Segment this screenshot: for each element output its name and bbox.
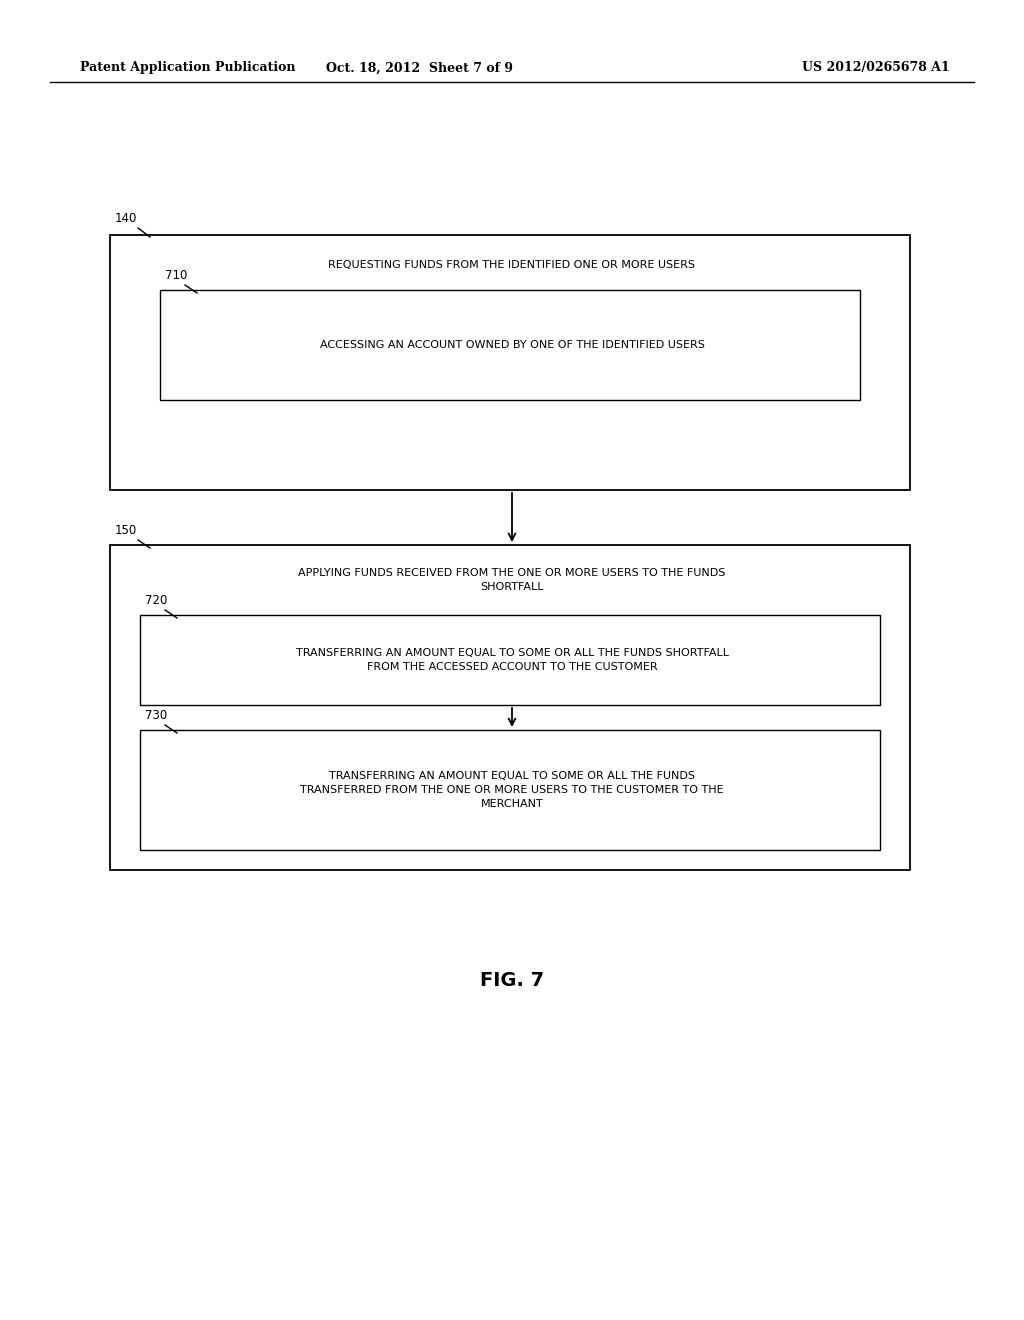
Text: REQUESTING FUNDS FROM THE IDENTIFIED ONE OR MORE USERS: REQUESTING FUNDS FROM THE IDENTIFIED ONE…	[329, 260, 695, 271]
Text: 150: 150	[115, 524, 137, 537]
Text: US 2012/0265678 A1: US 2012/0265678 A1	[802, 62, 950, 74]
Text: 730: 730	[145, 709, 167, 722]
Text: Oct. 18, 2012  Sheet 7 of 9: Oct. 18, 2012 Sheet 7 of 9	[327, 62, 513, 74]
Text: ACCESSING AN ACCOUNT OWNED BY ONE OF THE IDENTIFIED USERS: ACCESSING AN ACCOUNT OWNED BY ONE OF THE…	[319, 341, 705, 350]
Bar	[110, 235, 910, 490]
Text: 140: 140	[115, 213, 137, 224]
Text: TRANSFERRING AN AMOUNT EQUAL TO SOME OR ALL THE FUNDS
TRANSFERRED FROM THE ONE O: TRANSFERRING AN AMOUNT EQUAL TO SOME OR …	[300, 771, 724, 809]
Text: Patent Application Publication: Patent Application Publication	[80, 62, 296, 74]
Text: 710: 710	[165, 269, 187, 282]
Bar	[140, 615, 880, 705]
Bar	[160, 290, 860, 400]
Bar	[140, 730, 880, 850]
Text: APPLYING FUNDS RECEIVED FROM THE ONE OR MORE USERS TO THE FUNDS
SHORTFALL: APPLYING FUNDS RECEIVED FROM THE ONE OR …	[298, 568, 726, 591]
Bar	[110, 545, 910, 870]
Text: 720: 720	[145, 594, 167, 607]
Text: TRANSFERRING AN AMOUNT EQUAL TO SOME OR ALL THE FUNDS SHORTFALL
FROM THE ACCESSE: TRANSFERRING AN AMOUNT EQUAL TO SOME OR …	[296, 648, 728, 672]
Text: FIG. 7: FIG. 7	[480, 970, 544, 990]
